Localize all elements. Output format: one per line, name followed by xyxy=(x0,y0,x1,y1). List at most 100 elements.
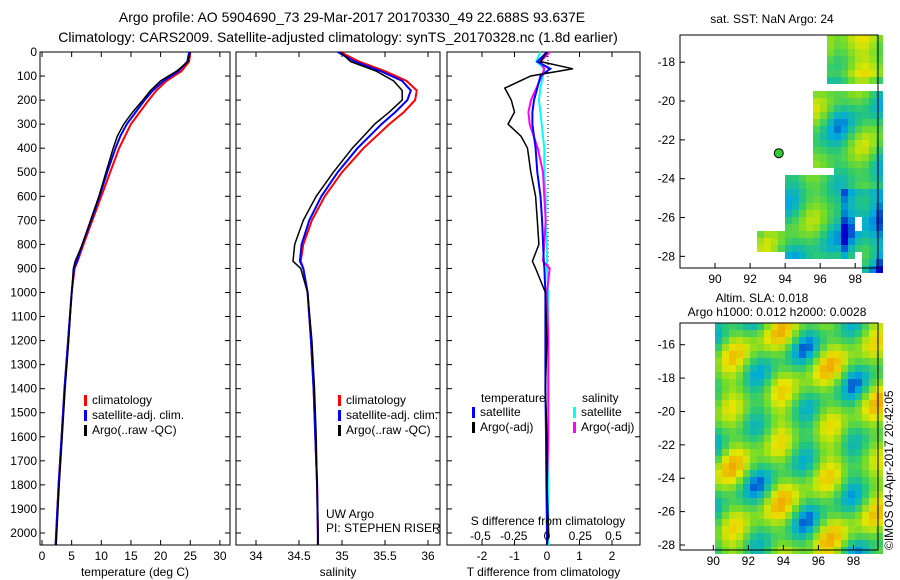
sst-map-cell xyxy=(799,175,806,182)
sst-map-cell xyxy=(862,77,869,84)
altimetry-map-cell xyxy=(869,498,876,505)
altimetry-map-cell xyxy=(813,337,820,344)
altimetry-map-cell xyxy=(764,386,771,393)
altimetry-map-cell xyxy=(869,463,876,470)
y-tick-label: 400 xyxy=(17,141,37,155)
altimetry-map-cell xyxy=(750,498,757,505)
altimetry-map-cell xyxy=(827,435,834,442)
sst-map-cell xyxy=(806,238,813,245)
altimetry-map-cell xyxy=(771,379,778,386)
altimetry-map-cell xyxy=(778,379,785,386)
sst-map-cell xyxy=(834,140,841,147)
altimetry-map-cell xyxy=(764,365,771,372)
altimetry-map-cell xyxy=(792,393,799,400)
altimetry-map-cell xyxy=(862,414,869,421)
x-tick-label: 0 xyxy=(39,549,46,563)
altimetry-map-cell xyxy=(764,533,771,540)
altimetry-map-cell xyxy=(715,456,722,463)
x2-tick-label: -0.25 xyxy=(500,529,528,543)
altimetry-map-cell xyxy=(764,463,771,470)
altimetry-map-cell xyxy=(736,470,743,477)
y-tick-label: 1200 xyxy=(10,334,37,348)
altimetry-map-cell xyxy=(841,491,848,498)
altimetry-map-cell xyxy=(848,442,855,449)
altimetry-map-cell xyxy=(792,533,799,540)
altimetry-map-cell xyxy=(827,477,834,484)
altimetry-map-cell xyxy=(799,330,806,337)
altimetry-map-cell xyxy=(841,323,848,330)
altimetry-map-cell xyxy=(848,498,855,505)
sst-map-cell xyxy=(820,224,827,231)
altimetry-map-cell xyxy=(743,449,750,456)
altimetry-map-cell xyxy=(764,351,771,358)
altimetry-map-cell xyxy=(855,379,862,386)
altimetry-map-cell xyxy=(764,491,771,498)
altimetry-map-cell xyxy=(792,428,799,435)
altimetry-map-cell xyxy=(855,365,862,372)
altimetry-map-cell xyxy=(729,540,736,547)
altimetry-map-cell xyxy=(757,344,764,351)
y-tick-label: -28 xyxy=(658,249,676,263)
y-tick-label: -22 xyxy=(658,438,676,452)
altimetry-map-cell xyxy=(736,505,743,512)
x-tick-label: 0 xyxy=(544,549,551,563)
altimetry-map-cell xyxy=(876,421,883,428)
altimetry-map-cell xyxy=(792,323,799,330)
altimetry-map-cell xyxy=(785,400,792,407)
sst-map-cell xyxy=(827,217,834,224)
altimetry-map-cell xyxy=(729,337,736,344)
x-tick-label: 2 xyxy=(609,549,616,563)
altimetry-map-cell xyxy=(743,442,750,449)
sst-map-cell xyxy=(820,189,827,196)
sst-map-cell xyxy=(862,252,869,259)
altimetry-map-cell xyxy=(785,379,792,386)
altimetry-map-cell xyxy=(862,456,869,463)
altimetry-map-cell xyxy=(764,421,771,428)
altimetry-map-cell xyxy=(848,540,855,547)
altimetry-map-cell xyxy=(834,470,841,477)
sst-map-cell xyxy=(771,238,778,245)
sst-map-cell xyxy=(876,175,883,182)
altimetry-map-cell xyxy=(785,449,792,456)
sst-map-cell xyxy=(792,175,799,182)
sst-map-cell xyxy=(841,91,848,98)
altimetry-map-cell xyxy=(722,533,729,540)
altimetry-map-cell xyxy=(771,505,778,512)
altimetry-map-cell xyxy=(806,512,813,519)
altimetry-map-cell xyxy=(862,351,869,358)
altimetry-map-cell xyxy=(771,512,778,519)
altimetry-map-cell xyxy=(827,365,834,372)
altimetry-map-cell xyxy=(862,505,869,512)
sst-map-cell xyxy=(855,203,862,210)
altimetry-map-cell xyxy=(869,407,876,414)
sst-map-cell xyxy=(869,140,876,147)
sst-map-cell xyxy=(848,168,855,175)
sal-diff-legend-swatch xyxy=(573,422,576,433)
altimetry-map-cell xyxy=(750,442,757,449)
sst-map-cell xyxy=(841,140,848,147)
altimetry-map-cell xyxy=(729,351,736,358)
altimetry-map-cell xyxy=(834,372,841,379)
altimetry-map-cell xyxy=(827,519,834,526)
sst-map-cell xyxy=(869,210,876,217)
sst-map-cell xyxy=(813,98,820,105)
altimetry-map-cell xyxy=(771,337,778,344)
altimetry-map-cell xyxy=(771,393,778,400)
altimetry-map-cell xyxy=(806,386,813,393)
sst-map-cell xyxy=(813,91,820,98)
altimetry-map-cell xyxy=(813,442,820,449)
altimetry-map-cell xyxy=(757,533,764,540)
altimetry-map-cell xyxy=(778,449,785,456)
altimetry-map-cell xyxy=(806,393,813,400)
sst-map-cell xyxy=(778,238,785,245)
sst-map-cell xyxy=(799,224,806,231)
sst-map-cell xyxy=(876,35,883,42)
altimetry-map-cell xyxy=(722,519,729,526)
sst-map-cell xyxy=(876,259,883,266)
sst-map-cell xyxy=(876,56,883,63)
sst-map-cell xyxy=(862,245,869,252)
altimetry-map-cell xyxy=(715,498,722,505)
sst-map-cell xyxy=(862,168,869,175)
x-tick-label: 10 xyxy=(95,549,109,563)
